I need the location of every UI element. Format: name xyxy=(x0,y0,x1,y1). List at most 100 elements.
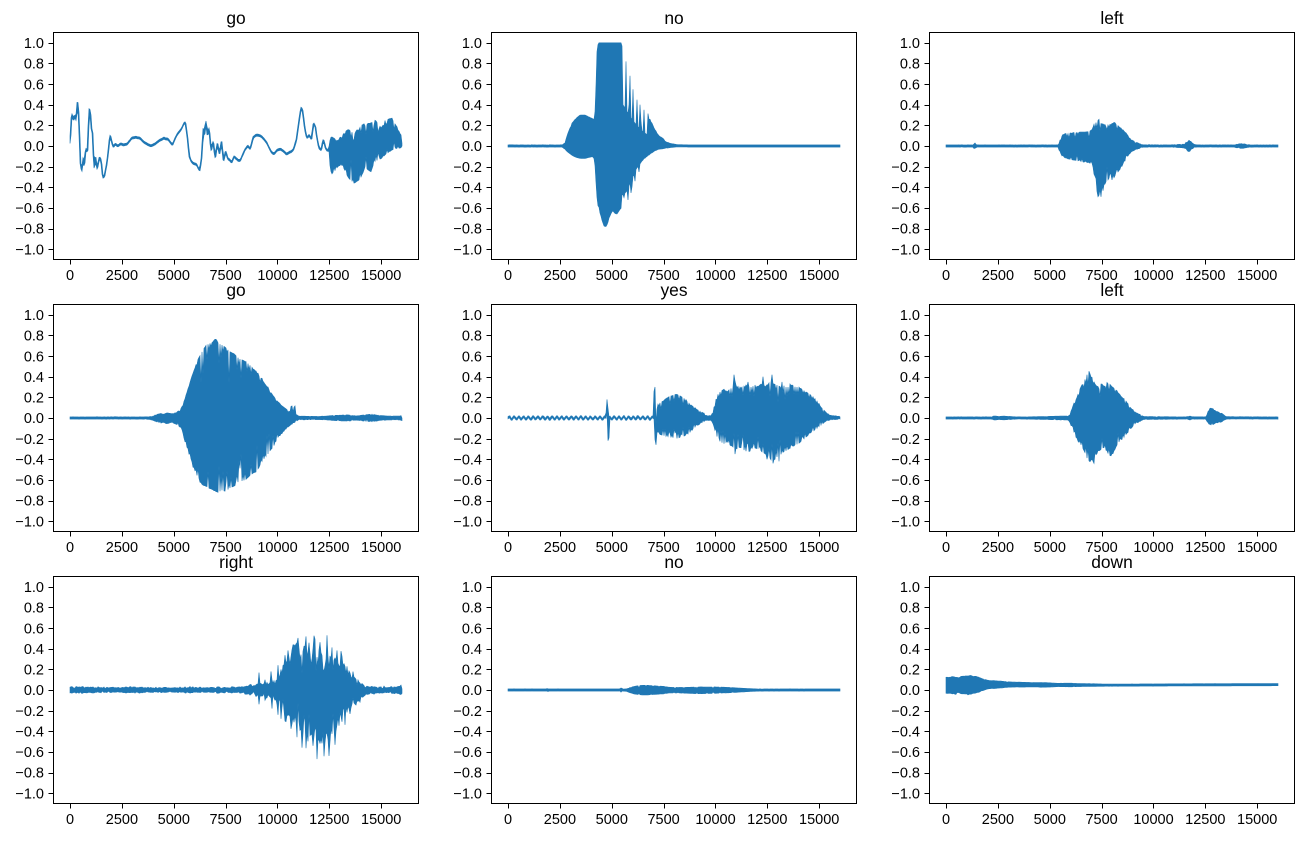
svg-text:0.0: 0.0 xyxy=(900,683,920,699)
svg-text:0.4: 0.4 xyxy=(24,98,44,114)
svg-text:−0.2: −0.2 xyxy=(891,432,920,448)
svg-text:−0.8: −0.8 xyxy=(453,766,482,782)
svg-text:0.4: 0.4 xyxy=(462,642,482,658)
svg-text:10000: 10000 xyxy=(257,268,297,284)
svg-text:−1.0: −1.0 xyxy=(453,786,482,802)
svg-text:1.0: 1.0 xyxy=(462,308,482,324)
svg-text:7500: 7500 xyxy=(209,268,241,284)
svg-text:−0.4: −0.4 xyxy=(15,181,44,197)
svg-text:0: 0 xyxy=(66,268,74,284)
svg-text:7500: 7500 xyxy=(209,540,241,556)
svg-text:0.8: 0.8 xyxy=(462,601,482,617)
svg-text:1.0: 1.0 xyxy=(900,36,920,52)
svg-text:−0.2: −0.2 xyxy=(15,704,44,720)
svg-text:−1.0: −1.0 xyxy=(891,514,920,530)
svg-text:0.6: 0.6 xyxy=(462,349,482,365)
svg-text:−0.8: −0.8 xyxy=(891,494,920,510)
svg-text:7500: 7500 xyxy=(1085,812,1117,828)
svg-text:−0.4: −0.4 xyxy=(15,725,44,741)
svg-text:−0.4: −0.4 xyxy=(891,453,920,469)
svg-text:2500: 2500 xyxy=(106,268,138,284)
svg-text:go: go xyxy=(226,8,245,28)
svg-text:0.8: 0.8 xyxy=(900,329,920,345)
svg-text:12500: 12500 xyxy=(1185,812,1225,828)
svg-text:5000: 5000 xyxy=(1034,268,1066,284)
svg-text:2500: 2500 xyxy=(544,268,576,284)
svg-text:12500: 12500 xyxy=(309,812,349,828)
svg-text:5000: 5000 xyxy=(158,812,190,828)
svg-text:0.6: 0.6 xyxy=(24,349,44,365)
svg-text:−1.0: −1.0 xyxy=(891,786,920,802)
svg-text:0: 0 xyxy=(66,540,74,556)
svg-text:0.8: 0.8 xyxy=(24,601,44,617)
svg-text:15000: 15000 xyxy=(799,268,839,284)
svg-text:0.0: 0.0 xyxy=(462,683,482,699)
svg-text:−0.6: −0.6 xyxy=(15,201,44,217)
svg-text:10000: 10000 xyxy=(257,812,297,828)
svg-text:5000: 5000 xyxy=(596,268,628,284)
svg-text:2500: 2500 xyxy=(106,812,138,828)
svg-text:0.4: 0.4 xyxy=(900,98,920,114)
svg-text:0.2: 0.2 xyxy=(24,663,44,679)
svg-text:−0.6: −0.6 xyxy=(891,473,920,489)
svg-text:10000: 10000 xyxy=(1133,812,1173,828)
svg-text:−0.6: −0.6 xyxy=(891,201,920,217)
svg-text:right: right xyxy=(219,552,253,572)
svg-text:−0.2: −0.2 xyxy=(891,704,920,720)
svg-text:−1.0: −1.0 xyxy=(15,242,44,258)
svg-text:10000: 10000 xyxy=(1133,268,1173,284)
svg-text:2500: 2500 xyxy=(544,540,576,556)
svg-text:−1.0: −1.0 xyxy=(453,242,482,258)
svg-text:7500: 7500 xyxy=(647,268,679,284)
svg-text:0.2: 0.2 xyxy=(900,119,920,135)
svg-text:0.2: 0.2 xyxy=(900,663,920,679)
svg-text:2500: 2500 xyxy=(982,540,1014,556)
svg-text:0.6: 0.6 xyxy=(462,77,482,93)
svg-text:−0.4: −0.4 xyxy=(15,453,44,469)
svg-text:−0.8: −0.8 xyxy=(453,222,482,238)
svg-text:−0.2: −0.2 xyxy=(453,432,482,448)
svg-text:−0.6: −0.6 xyxy=(453,745,482,761)
svg-text:0.8: 0.8 xyxy=(462,57,482,73)
svg-text:2500: 2500 xyxy=(106,540,138,556)
svg-text:7500: 7500 xyxy=(209,812,241,828)
svg-text:−0.8: −0.8 xyxy=(453,494,482,510)
svg-text:15000: 15000 xyxy=(361,812,401,828)
svg-text:yes: yes xyxy=(660,280,687,300)
svg-text:12500: 12500 xyxy=(747,812,787,828)
svg-text:7500: 7500 xyxy=(1085,268,1117,284)
svg-text:−0.8: −0.8 xyxy=(891,222,920,238)
svg-text:0.0: 0.0 xyxy=(462,139,482,155)
svg-text:0: 0 xyxy=(942,268,950,284)
svg-text:0.0: 0.0 xyxy=(24,683,44,699)
svg-text:0.6: 0.6 xyxy=(900,349,920,365)
svg-text:−0.2: −0.2 xyxy=(453,160,482,176)
svg-text:10000: 10000 xyxy=(695,812,735,828)
svg-text:0.2: 0.2 xyxy=(24,391,44,407)
svg-text:0.6: 0.6 xyxy=(900,77,920,93)
svg-text:−0.4: −0.4 xyxy=(453,725,482,741)
svg-text:−0.4: −0.4 xyxy=(453,181,482,197)
svg-text:0.2: 0.2 xyxy=(24,119,44,135)
svg-text:left: left xyxy=(1100,280,1123,300)
svg-text:1.0: 1.0 xyxy=(462,580,482,596)
svg-text:0.0: 0.0 xyxy=(462,411,482,427)
svg-text:0.8: 0.8 xyxy=(900,57,920,73)
svg-text:1.0: 1.0 xyxy=(900,580,920,596)
svg-text:−0.2: −0.2 xyxy=(15,432,44,448)
svg-text:−0.8: −0.8 xyxy=(15,222,44,238)
svg-text:0.4: 0.4 xyxy=(900,642,920,658)
svg-text:10000: 10000 xyxy=(695,540,735,556)
svg-text:12500: 12500 xyxy=(1185,540,1225,556)
svg-text:no: no xyxy=(664,8,683,28)
svg-text:15000: 15000 xyxy=(799,540,839,556)
svg-text:0.0: 0.0 xyxy=(900,139,920,155)
svg-text:no: no xyxy=(664,552,683,572)
svg-text:−0.4: −0.4 xyxy=(891,725,920,741)
svg-text:0.4: 0.4 xyxy=(24,370,44,386)
svg-text:−1.0: −1.0 xyxy=(15,514,44,530)
svg-text:15000: 15000 xyxy=(799,812,839,828)
svg-text:0.2: 0.2 xyxy=(462,119,482,135)
svg-text:−0.2: −0.2 xyxy=(15,160,44,176)
svg-text:1.0: 1.0 xyxy=(24,36,44,52)
